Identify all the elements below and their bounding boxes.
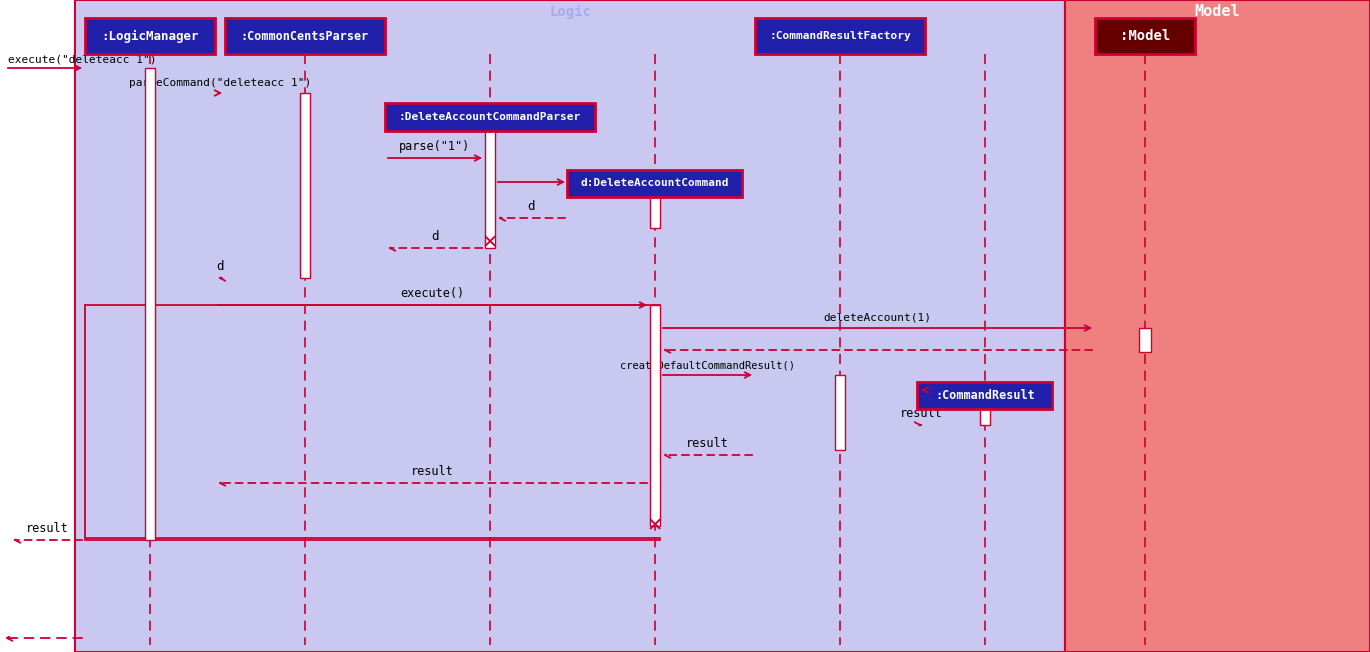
Text: :LogicManager: :LogicManager: [101, 29, 199, 42]
Bar: [567, 170, 743, 197]
Text: d:DeleteAccountCommand: d:DeleteAccountCommand: [581, 179, 729, 188]
Text: :CommonCentsParser: :CommonCentsParser: [241, 29, 369, 42]
Text: ✕: ✕: [647, 516, 663, 535]
Bar: [385, 103, 595, 131]
Text: execute(): execute(): [400, 287, 464, 300]
Text: result: result: [26, 522, 68, 535]
Text: parse("1"): parse("1"): [400, 140, 471, 153]
Bar: [85, 18, 215, 54]
Text: ✕: ✕: [482, 233, 499, 252]
Bar: [485, 115, 495, 248]
Text: d: d: [216, 260, 223, 273]
Text: Logic: Logic: [549, 5, 590, 19]
Bar: [980, 390, 991, 425]
Bar: [75, 0, 1064, 652]
Text: deleteAccount(1): deleteAccount(1): [823, 313, 932, 323]
Bar: [1064, 0, 1370, 652]
Bar: [1095, 18, 1195, 54]
Text: result: result: [411, 465, 453, 478]
Bar: [1138, 328, 1151, 352]
Bar: [834, 375, 845, 450]
Bar: [225, 18, 385, 54]
Text: execute("deleteacc 1"): execute("deleteacc 1"): [8, 54, 156, 64]
Text: createDefaultCommandResult(): createDefaultCommandResult(): [621, 360, 795, 370]
Bar: [649, 182, 660, 228]
Bar: [918, 382, 1052, 409]
Text: :CommandResult: :CommandResult: [936, 389, 1034, 402]
Bar: [0, 0, 75, 652]
Text: d: d: [432, 230, 438, 243]
Text: result: result: [900, 407, 943, 420]
Text: :Model: :Model: [1119, 29, 1170, 43]
Text: Model: Model: [1195, 5, 1240, 20]
Bar: [145, 68, 155, 540]
Text: :DeleteAccountCommandParser: :DeleteAccountCommandParser: [399, 112, 581, 122]
Bar: [300, 93, 310, 278]
Text: d: d: [527, 200, 536, 213]
Text: result: result: [686, 437, 729, 450]
Text: parseCommand("deleteacc 1"): parseCommand("deleteacc 1"): [129, 78, 311, 88]
Bar: [755, 18, 925, 54]
Text: :CommandResultFactory: :CommandResultFactory: [769, 31, 911, 41]
Bar: [649, 305, 660, 526]
